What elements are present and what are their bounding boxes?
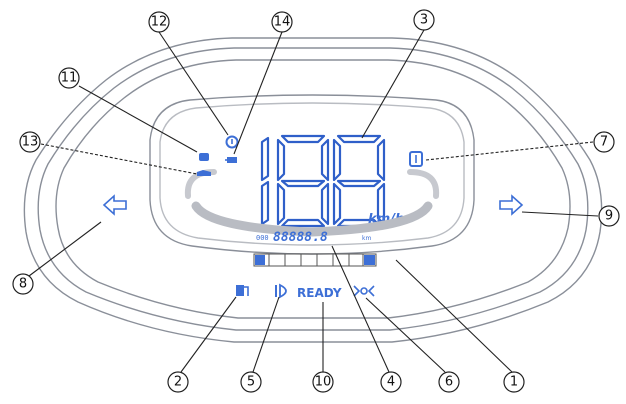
svg-text:11: 11 bbox=[61, 71, 78, 86]
svg-text:7: 7 bbox=[600, 135, 608, 150]
svg-text:8: 8 bbox=[19, 277, 27, 292]
svg-text:14: 14 bbox=[274, 15, 291, 30]
leader-lines bbox=[28, 29, 599, 373]
position-light-icon bbox=[353, 285, 375, 297]
svg-text:4: 4 bbox=[387, 375, 395, 390]
headlight-icon bbox=[275, 283, 287, 299]
ready-indicator: READY bbox=[297, 286, 342, 300]
svg-text:9: 9 bbox=[605, 209, 613, 224]
callout-14: 14 bbox=[271, 11, 293, 33]
callout-8: 8 bbox=[12, 273, 34, 295]
svg-text:6: 6 bbox=[445, 375, 453, 390]
callout-12: 12 bbox=[148, 11, 170, 33]
lcd-window bbox=[149, 94, 475, 255]
callout-13: 13 bbox=[19, 131, 41, 153]
svg-text:1: 1 bbox=[510, 375, 518, 390]
svg-text:13: 13 bbox=[22, 135, 39, 150]
callout-2: 2 bbox=[167, 371, 189, 393]
oil-icon bbox=[197, 170, 211, 176]
svg-text:10: 10 bbox=[315, 375, 332, 390]
odometer-prefix: 000 bbox=[256, 234, 269, 242]
callout-11: 11 bbox=[58, 67, 80, 89]
callout-10: 10 bbox=[312, 371, 334, 393]
arrow-left-icon bbox=[102, 194, 127, 216]
warning-icon bbox=[225, 135, 239, 149]
callout-5: 5 bbox=[240, 371, 262, 393]
speed-digits bbox=[260, 134, 386, 228]
gear-indicator-icon bbox=[409, 151, 423, 167]
fuel-pump-icon bbox=[236, 285, 249, 296]
battery-bar bbox=[253, 253, 377, 267]
engine-icon bbox=[199, 153, 209, 161]
battery-icon bbox=[225, 157, 237, 163]
arrow-right-icon bbox=[499, 194, 524, 216]
callout-1: 1 bbox=[503, 371, 525, 393]
callout-9: 9 bbox=[598, 205, 620, 227]
callout-4: 4 bbox=[380, 371, 402, 393]
callout-6: 6 bbox=[438, 371, 460, 393]
svg-text:12: 12 bbox=[151, 15, 168, 30]
callout-7: 7 bbox=[593, 131, 615, 153]
odometer-unit: km bbox=[362, 235, 371, 242]
svg-text:5: 5 bbox=[247, 375, 255, 390]
odometer-value: 88888.8 bbox=[273, 230, 328, 245]
svg-text:3: 3 bbox=[420, 13, 428, 28]
callout-3: 3 bbox=[413, 9, 435, 31]
svg-text:2: 2 bbox=[174, 375, 182, 390]
